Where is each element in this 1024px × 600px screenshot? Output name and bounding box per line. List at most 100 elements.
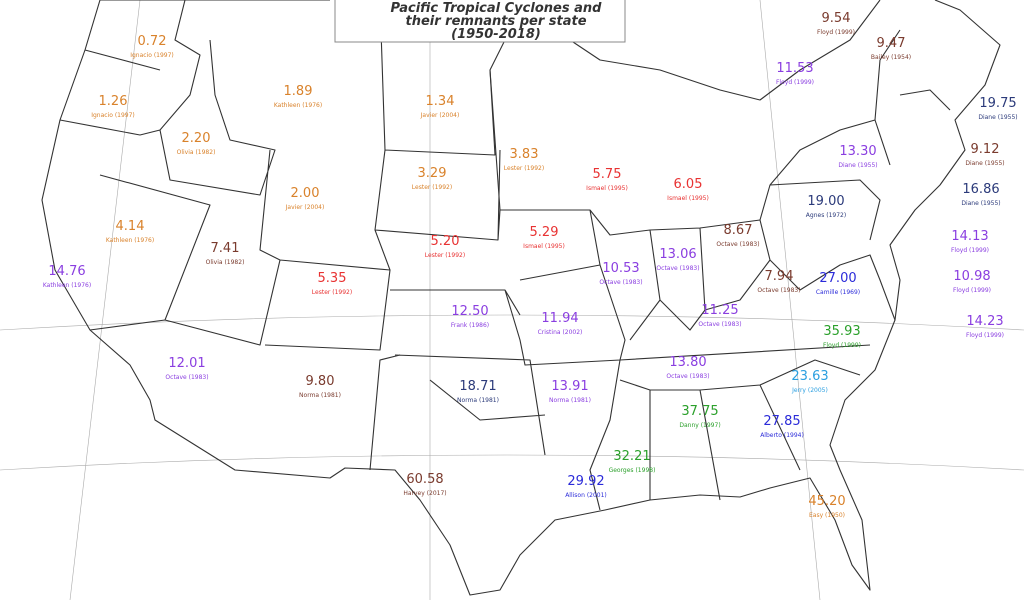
state-storm: Ismael (1995) — [667, 195, 709, 202]
state-storm: Floyd (1999) — [776, 79, 814, 86]
state-value: 45.20 — [808, 494, 845, 509]
state-value: 3.83 — [510, 147, 539, 162]
state-value: 2.00 — [291, 186, 320, 201]
state-storm: Octave (1983) — [757, 287, 800, 294]
state-storm: Ignacio (1997) — [130, 52, 174, 59]
state-value: 14.76 — [48, 264, 85, 279]
state-value: 11.53 — [776, 61, 813, 76]
state-storm: Diane (1955) — [961, 200, 1000, 207]
state-value: 12.01 — [168, 356, 205, 371]
state-value: 10.53 — [602, 261, 639, 276]
west-lines — [59, 0, 391, 351]
state-storm: Olivia (1982) — [206, 259, 245, 266]
state-storm: Floyd (1999) — [953, 287, 991, 294]
state-value: 1.26 — [99, 94, 128, 109]
state-value: 5.20 — [431, 234, 460, 249]
state-storm: Floyd (1999) — [817, 29, 855, 36]
state-storm: Kathleen (1976) — [274, 102, 322, 109]
state-storm: Octave (1983) — [666, 373, 709, 380]
state-storm: Octave (1983) — [599, 279, 642, 286]
state-storm: Alberto (1994) — [760, 432, 804, 439]
state-storm: Danny (1997) — [679, 422, 720, 429]
state-value: 13.06 — [659, 247, 696, 262]
us-outline — [41, 0, 1001, 596]
state-value: 9.80 — [306, 374, 335, 389]
state-value: 6.05 — [674, 177, 703, 192]
state-storm: Ismael (1995) — [586, 185, 628, 192]
state-storm: Diane (1955) — [978, 114, 1017, 121]
state-value: 5.29 — [530, 225, 559, 240]
midwest-lines — [489, 69, 871, 511]
state-value: 7.94 — [765, 269, 794, 284]
state-value: 32.21 — [613, 449, 650, 464]
state-value: 10.98 — [953, 269, 990, 284]
title-box — [334, 0, 626, 43]
state-value: 12.50 — [451, 304, 488, 319]
state-storm: Octave (1983) — [698, 321, 741, 328]
state-storm: Allison (2001) — [565, 492, 607, 499]
state-storm: Norma (1981) — [299, 392, 341, 399]
state-value: 2.20 — [182, 131, 211, 146]
north-border — [100, 0, 881, 101]
state-value: 35.93 — [823, 324, 860, 339]
state-storm: Javier (2004) — [420, 112, 460, 119]
state-storm: Floyd (1999) — [951, 247, 989, 254]
state-value: 23.63 — [791, 369, 828, 384]
state-value: 9.47 — [877, 36, 906, 51]
title-line: their remnants per state — [405, 14, 586, 29]
state-value: 4.14 — [116, 219, 145, 234]
state-value: 5.35 — [318, 271, 347, 286]
state-storm: Octave (1983) — [656, 265, 699, 272]
state-value: 11.94 — [541, 311, 578, 326]
state-storm: Jerry (2005) — [791, 387, 828, 394]
state-value: 14.13 — [951, 229, 988, 244]
title-line: Pacific Tropical Cyclones and — [391, 1, 603, 16]
state-value: 60.58 — [406, 472, 443, 487]
state-borders — [41, 0, 1001, 596]
state-storm: Octave (1983) — [165, 374, 208, 381]
state-value: 13.30 — [839, 144, 876, 159]
state-storm: Lester (1992) — [312, 289, 352, 296]
state-value: 27.00 — [819, 271, 856, 286]
state-storm: Camille (1969) — [816, 289, 860, 296]
state-storm: Lester (1992) — [412, 184, 452, 191]
state-value: 13.80 — [669, 355, 706, 370]
state-value: 0.72 — [138, 34, 167, 49]
state-storm: Kathleen (1976) — [43, 282, 91, 289]
state-storm: Agnes (1972) — [806, 212, 846, 219]
state-value: 14.23 — [966, 314, 1003, 329]
state-storm: Octave (1983) — [716, 241, 759, 248]
state-storm: Cristina (2002) — [538, 329, 583, 336]
state-storm: Ismael (1995) — [523, 243, 565, 250]
state-storm: Norma (1981) — [549, 397, 591, 404]
title-line: (1950-2018) — [451, 27, 541, 42]
state-storm: Ignacio (1997) — [91, 112, 135, 119]
state-value: 19.00 — [807, 194, 844, 209]
state-value: 3.29 — [418, 166, 447, 181]
state-storm: Floyd (1999) — [966, 332, 1004, 339]
state-storm: Harvey (2017) — [403, 490, 446, 497]
state-value: 16.86 — [962, 182, 999, 197]
state-value: 37.75 — [681, 404, 718, 419]
state-value: 18.71 — [459, 379, 496, 394]
state-storm: Olivia (1982) — [177, 149, 216, 156]
state-storm: Diane (1955) — [838, 162, 877, 169]
state-value: 5.75 — [593, 167, 622, 182]
state-value: 19.75 — [979, 96, 1016, 111]
state-storm: Bailey (1954) — [871, 54, 911, 61]
state-value: 29.92 — [567, 474, 604, 489]
state-value: 9.54 — [822, 11, 851, 26]
state-storm: Lester (1992) — [504, 165, 544, 172]
state-value: 8.67 — [724, 223, 753, 238]
state-storm: Kathleen (1976) — [106, 237, 154, 244]
state-value: 7.41 — [211, 241, 240, 256]
state-storm: Frank (1986) — [451, 322, 489, 329]
state-storm: Easy (1950) — [809, 512, 845, 519]
state-storm: Georges (1998) — [609, 467, 656, 474]
state-value: 11.25 — [701, 303, 738, 318]
state-value: 27.85 — [763, 414, 800, 429]
state-value: 13.91 — [551, 379, 588, 394]
state-value: 1.34 — [426, 94, 455, 109]
